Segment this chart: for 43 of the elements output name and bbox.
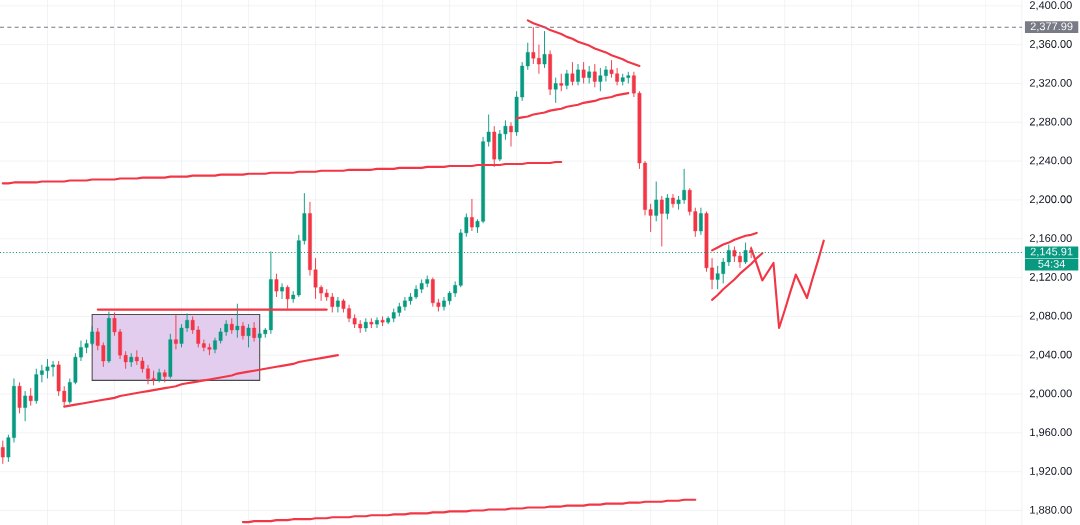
candlestick [174,313,178,350]
candlestick [470,198,474,232]
candlestick [654,181,659,222]
y-tick-label: 2,240.00 [1029,156,1072,166]
candlestick [336,296,340,313]
y-tick-label: 2,280.00 [1029,117,1072,127]
y-tick-label: 2,360.00 [1029,40,1072,50]
y-tick-label: 2,040.00 [1029,350,1072,360]
y-tick-label: 2,080.00 [1029,311,1072,321]
candlestick [235,303,240,339]
candlestick [0,440,5,465]
candlestick [592,63,597,88]
candlestick [509,121,513,147]
text: 54:34 [1038,259,1066,268]
candlestick [246,323,251,348]
line-series [710,231,758,252]
candlestick [659,195,664,247]
y-tick-label: 2,160.00 [1029,234,1072,244]
y-tick-label: 2,400.00 [1029,1,1072,11]
candlestick [665,193,670,220]
candlestick [375,316,379,329]
candlestick [671,193,675,209]
candlestick [581,61,586,84]
ref-line-label: 2,145.91 [1030,247,1073,257]
candlestick [553,77,558,104]
candlestick [17,381,22,414]
candlestick [699,207,703,236]
ref-line-label: 2,377.99 [1030,22,1073,32]
candlestick [542,30,547,69]
candlestick [274,273,279,298]
y-tick-label: 1,960.00 [1030,428,1072,438]
candlestick [570,61,575,86]
candlestick [576,63,580,86]
y-tick-label: 1,880.00 [1030,505,1072,515]
candlestick [564,69,569,90]
candlestick [23,390,28,422]
y-tick-label: 1,920.00 [1030,467,1072,477]
candlestick [252,321,256,343]
candlestick [280,282,284,300]
y-tick-label: 2,120.00 [1029,273,1072,283]
y-tick-label: 2,000.00 [1029,389,1072,399]
y-tick-label: 2,200.00 [1029,195,1072,205]
y-tick-label: 2,320.00 [1029,78,1072,88]
